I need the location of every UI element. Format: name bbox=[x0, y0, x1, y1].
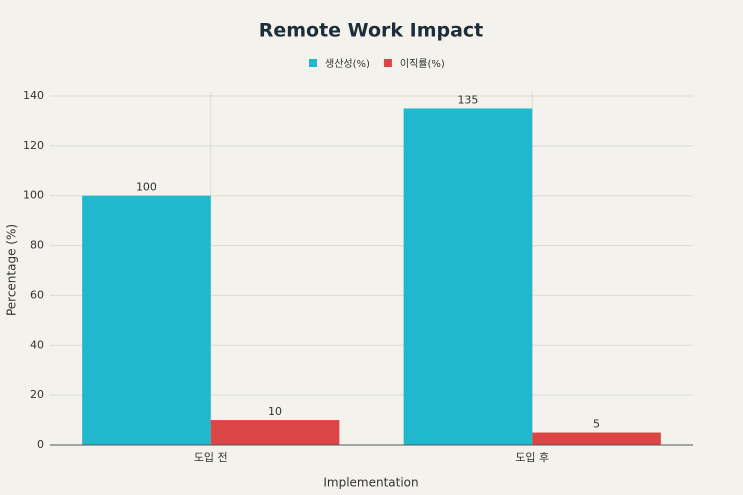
bar bbox=[403, 108, 533, 445]
x-tick-label: 도입 전 bbox=[194, 451, 228, 464]
y-tick-label: 60 bbox=[30, 288, 44, 301]
legend-text: 이직률(%) bbox=[400, 58, 445, 70]
y-tick-label: 20 bbox=[30, 388, 44, 401]
x-tick-label: 도입 후 bbox=[515, 451, 549, 464]
y-tick-label: 120 bbox=[23, 139, 44, 152]
data-label: 135 bbox=[457, 93, 478, 106]
y-axis-title: Percentage (%) bbox=[5, 224, 19, 316]
legend-text: 생산성(%) bbox=[325, 58, 370, 70]
legend-swatch bbox=[309, 59, 317, 67]
y-tick-label: 40 bbox=[30, 338, 44, 351]
y-tick-label: 100 bbox=[23, 189, 44, 202]
bar bbox=[532, 432, 661, 445]
data-label: 100 bbox=[136, 181, 157, 194]
bar bbox=[210, 420, 340, 445]
data-label: 10 bbox=[268, 405, 282, 418]
y-tick-label: 140 bbox=[23, 89, 44, 102]
bar bbox=[82, 195, 211, 445]
y-tick-label: 80 bbox=[30, 239, 44, 252]
x-axis-title: Implementation bbox=[323, 476, 418, 490]
data-label: 5 bbox=[593, 418, 600, 431]
chart-title: Remote Work Impact bbox=[259, 20, 484, 42]
legend-swatch bbox=[383, 59, 392, 67]
y-tick-label: 0 bbox=[37, 438, 44, 451]
